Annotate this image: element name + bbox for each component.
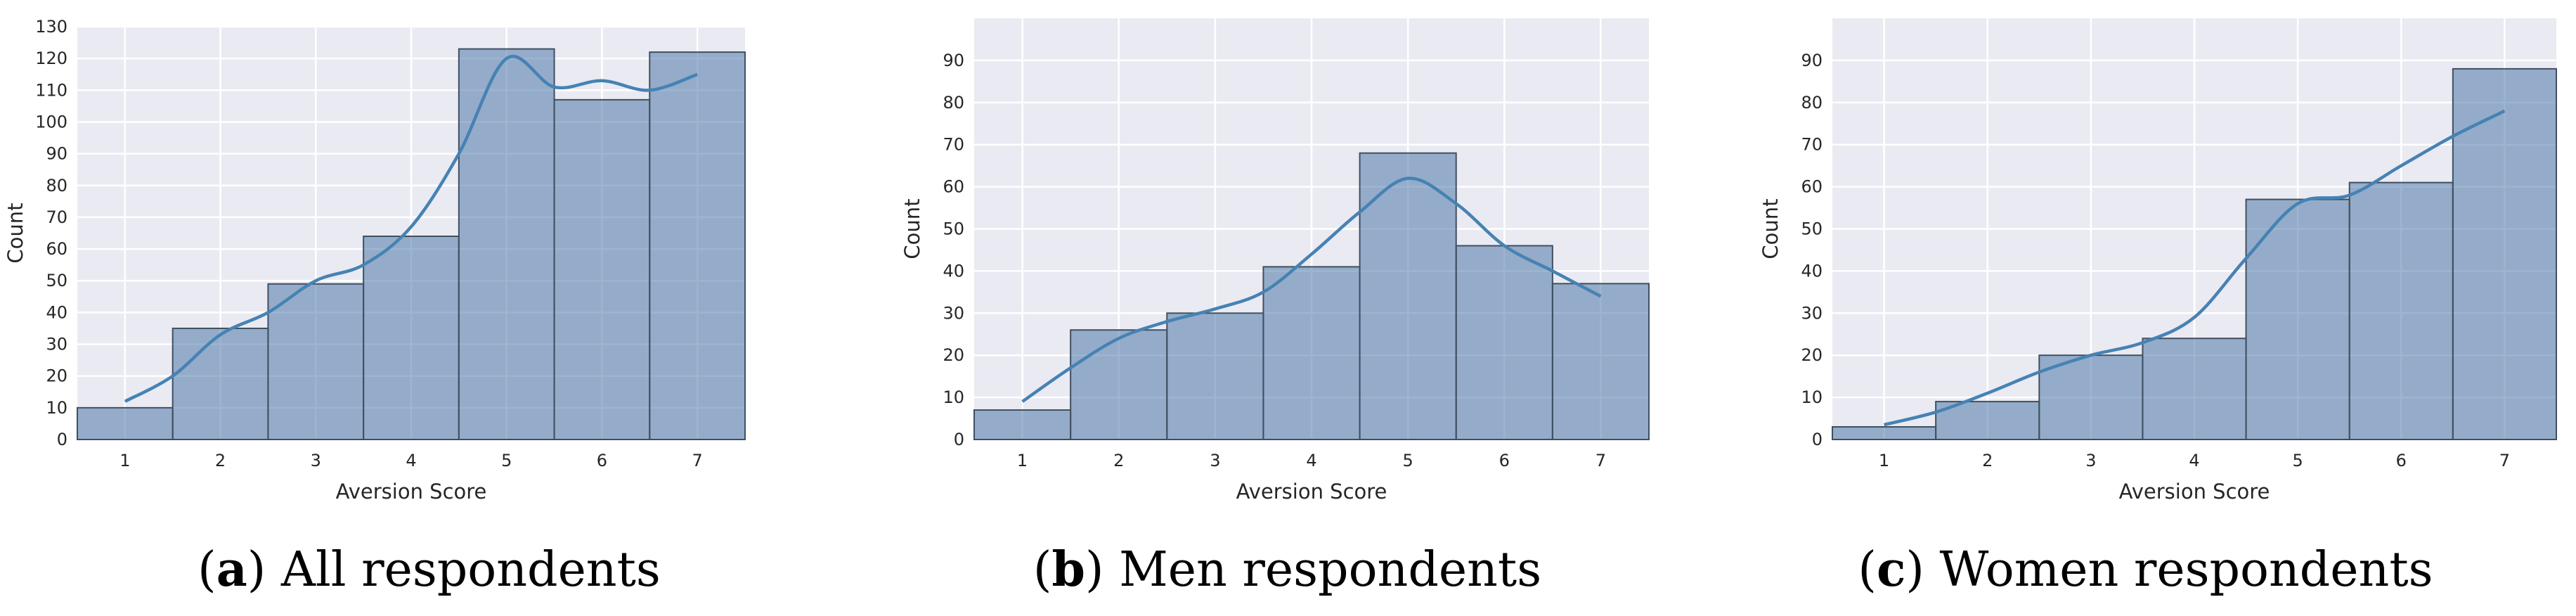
histogram-bar-7 xyxy=(649,51,746,441)
y-tick-label: 20 xyxy=(943,345,964,365)
histogram-bar-6 xyxy=(553,98,651,440)
y-tick-label: 120 xyxy=(35,49,67,68)
y-tick-label: 130 xyxy=(35,17,67,37)
y-tick-label: 60 xyxy=(46,239,67,259)
histogram-bar-6 xyxy=(1455,245,1553,440)
y-tick-label: 70 xyxy=(46,207,67,227)
x-tick-label: 4 xyxy=(406,451,416,470)
y-axis-label: Count xyxy=(4,203,27,263)
y-tick-label: 30 xyxy=(1801,303,1823,323)
histogram-bar-1 xyxy=(1832,426,1937,441)
histogram-bar-6 xyxy=(2348,181,2454,440)
y-tick-label: 20 xyxy=(1801,345,1823,365)
y-tick-label: 30 xyxy=(46,335,67,354)
x-tick-label: 5 xyxy=(501,451,512,470)
figure-panel-b: 0 10 20 30 40 50 60 70 80 90 1 2 3 4 5 6 7 Aversion Score… xyxy=(858,0,1716,616)
histogram-bar-4 xyxy=(1262,266,1361,440)
y-tick-label: 70 xyxy=(943,135,964,155)
x-tick-label: 7 xyxy=(1596,451,1606,470)
y-tick-label: 20 xyxy=(46,366,67,386)
y-tick-label: 80 xyxy=(1801,93,1823,113)
caption-letter-b: b xyxy=(1051,541,1085,598)
x-tick-label: 3 xyxy=(2085,451,2096,470)
caption-text-b: Men respondents xyxy=(1119,542,1542,598)
x-tick-label: 7 xyxy=(692,451,703,470)
x-tick-label: 1 xyxy=(119,451,130,470)
y-tick-label: 10 xyxy=(943,387,964,407)
x-tick-label: 3 xyxy=(1210,451,1220,470)
y-tick-label: 0 xyxy=(1812,430,1823,449)
y-tick-label: 40 xyxy=(1801,261,1823,281)
y-tick-label: 70 xyxy=(1801,135,1823,155)
histogram-bar-3 xyxy=(267,283,365,440)
histogram-bar-3 xyxy=(2038,354,2144,441)
caption-c: (c) Women respondents xyxy=(1858,541,2433,598)
y-tick-label: 10 xyxy=(46,398,67,418)
x-tick-label: 6 xyxy=(1499,451,1510,470)
histogram-bar-7 xyxy=(1551,283,1650,440)
x-axis-label: Aversion Score xyxy=(336,480,487,503)
x-tick-label: 2 xyxy=(1113,451,1124,470)
x-tick-label: 5 xyxy=(2293,451,2303,470)
figure-panel-c: 0 10 20 30 40 50 60 70 80 90 1 2 3 4 5 6 7 Aversion Score… xyxy=(1716,0,2575,616)
histogram-bar-1 xyxy=(973,409,1072,441)
y-tick-label: 110 xyxy=(35,80,67,100)
x-tick-label: 4 xyxy=(2189,451,2199,470)
x-tick-label: 5 xyxy=(1403,451,1413,470)
histogram-bar-4 xyxy=(2142,338,2247,440)
x-tick-label: 2 xyxy=(1982,451,1993,470)
caption-text-a: All respondents xyxy=(280,542,661,598)
caption-b: (b) Men respondents xyxy=(1033,541,1542,598)
y-tick-label: 30 xyxy=(943,303,964,323)
caption-letter-a: a xyxy=(216,541,247,598)
y-tick-label: 40 xyxy=(46,302,67,322)
figure-panel-a: 0 10 20 30 40 50 60 70 80 90 100 110 120 130 1 2 3 4 5 6 7 Av… xyxy=(0,0,858,616)
x-axis-label: Aversion Score xyxy=(1236,480,1387,503)
histogram-bar-2 xyxy=(171,327,269,441)
x-axis-label: Aversion Score xyxy=(2119,480,2270,503)
histogram-bar-5 xyxy=(2245,198,2350,440)
y-tick-label: 0 xyxy=(57,430,67,449)
y-tick-label: 60 xyxy=(1801,177,1823,197)
y-tick-label: 90 xyxy=(46,144,67,164)
histogram-bar-3 xyxy=(1166,312,1264,440)
histogram-chart-a: 0 10 20 30 40 50 60 70 80 90 100 110 120 130 1 2 3 4 5 6 7 Av… xyxy=(4,17,746,503)
caption-letter-c: c xyxy=(1876,541,1906,598)
y-tick-label: 90 xyxy=(1801,51,1823,70)
x-tick-label: 6 xyxy=(597,451,607,470)
histogram-bar-5 xyxy=(458,48,555,441)
histogram-bar-4 xyxy=(363,236,460,440)
y-tick-label: 50 xyxy=(46,271,67,290)
y-axis-label: Count xyxy=(1759,198,1782,259)
x-tick-label: 4 xyxy=(1306,451,1316,470)
kde-curve xyxy=(124,55,698,403)
y-tick-label: 80 xyxy=(46,176,67,195)
x-tick-label: 2 xyxy=(215,451,226,470)
x-tick-label: 3 xyxy=(311,451,321,470)
y-tick-label: 0 xyxy=(954,430,964,449)
histogram-bar-1 xyxy=(77,406,174,440)
caption-text-c: Women respondents xyxy=(1939,542,2433,598)
histogram-bar-5 xyxy=(1359,152,1457,440)
histogram-bar-7 xyxy=(2452,68,2558,440)
x-tick-label: 7 xyxy=(2499,451,2510,470)
x-tick-label: 1 xyxy=(1879,451,1889,470)
y-tick-label: 90 xyxy=(943,51,964,70)
histogram-chart-c: 0 10 20 30 40 50 60 70 80 90 1 2 3 4 5 6 7 Aversion Score… xyxy=(1759,18,2558,503)
caption-a: (a) All respondents xyxy=(198,541,661,598)
x-tick-label: 1 xyxy=(1017,451,1028,470)
y-tick-label: 50 xyxy=(1801,219,1823,239)
kde-curve xyxy=(1884,109,2506,427)
y-axis-label: Count xyxy=(900,198,924,259)
y-tick-label: 60 xyxy=(943,177,964,197)
histogram-chart-b: 0 10 20 30 40 50 60 70 80 90 1 2 3 4 5 6 7 Aversion Score… xyxy=(900,18,1650,503)
y-tick-label: 40 xyxy=(943,261,964,281)
y-tick-label: 100 xyxy=(35,112,67,131)
histogram-bar-2 xyxy=(1070,329,1168,441)
x-tick-label: 6 xyxy=(2396,451,2407,470)
y-tick-label: 50 xyxy=(943,219,964,239)
kde-curve xyxy=(1021,177,1602,403)
y-tick-label: 80 xyxy=(943,93,964,113)
y-tick-label: 10 xyxy=(1801,387,1823,407)
